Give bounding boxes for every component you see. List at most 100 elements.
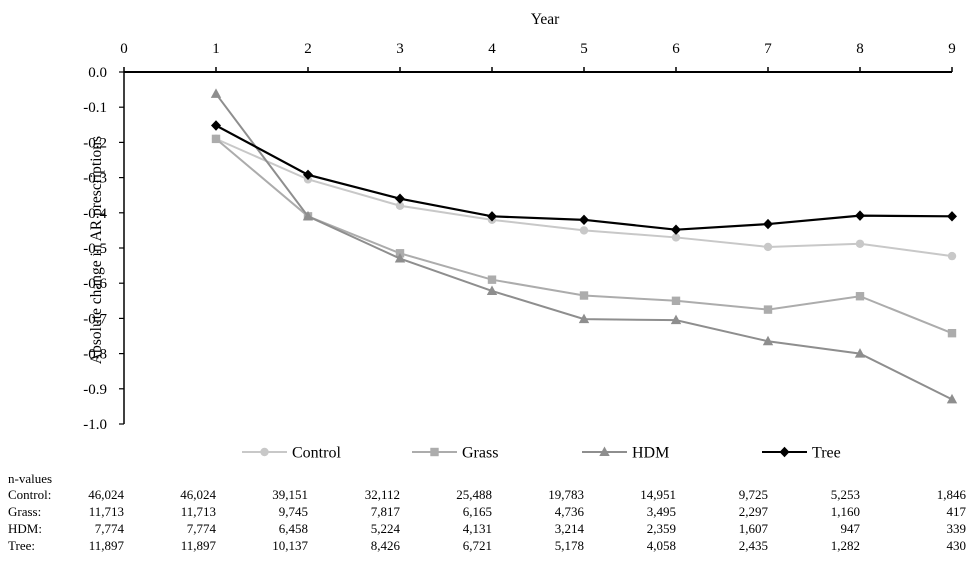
series-hdm	[210, 88, 958, 404]
x-tick-label: 6	[672, 41, 680, 57]
n-values-row-label: HDM:	[8, 521, 42, 536]
series-layer	[210, 88, 958, 404]
data-point-tree	[855, 210, 865, 221]
series-control	[211, 134, 957, 261]
data-point-hdm	[302, 210, 314, 221]
data-point-hdm	[486, 285, 498, 295]
data-point-grass	[211, 134, 221, 144]
x-tick-label: 0	[120, 41, 128, 57]
legend-label: Control	[292, 445, 341, 462]
x-axis-ticks: 0 1 2 3 4 5 6 7 8 9	[120, 41, 956, 72]
n-values-row-label: Tree:	[8, 538, 35, 553]
data-point-hdm	[762, 335, 774, 346]
n-value-cell: 46,024	[180, 487, 216, 502]
legend-label: Grass	[462, 445, 498, 462]
n-value-cell: 14,951	[640, 487, 676, 502]
y-axis-ticks: 0.0 -0.1 -0.2 -0.3 -0.4 -0.5 -0.6 -0.7 -0.8 -0.9 -…	[83, 65, 124, 433]
y-tick-label: -0.3	[83, 171, 107, 187]
n-value-cell: 6,721	[462, 538, 492, 553]
n-value-cell: 1,282	[830, 538, 860, 553]
n-values-table: n-values Control: 46,024 46,024 39,151 32,11…	[0, 471, 974, 571]
legend-item-control: Control	[242, 445, 341, 462]
legend-swatch-marker	[260, 447, 269, 457]
data-point-control	[671, 233, 681, 242]
x-tick-label: 2	[304, 41, 312, 57]
data-point-grass	[487, 275, 497, 284]
data-point-hdm	[394, 253, 406, 263]
n-value-cell: 5,178	[554, 538, 584, 553]
y-tick-label: -0.9	[83, 382, 107, 398]
n-value-cell: 3,214	[554, 521, 584, 536]
n-value-cell: 11,897	[180, 538, 216, 553]
x-axis-title: Year	[531, 11, 560, 28]
n-values-row-label: Control:	[8, 487, 52, 502]
data-point-control	[763, 242, 773, 252]
n-value-cell: 39,151	[272, 487, 308, 502]
legend-swatch-marker	[779, 446, 790, 458]
legend-label: Tree	[812, 445, 841, 462]
n-value-cell: 7,817	[370, 504, 400, 519]
series-line-control	[215, 137, 953, 258]
n-value-cell: 339	[946, 521, 967, 536]
n-value-cell: 6,458	[278, 521, 308, 536]
data-point-hdm	[854, 348, 866, 358]
x-tick-label: 9	[948, 41, 956, 57]
data-point-grass	[763, 305, 773, 314]
n-value-cell: 8,426	[370, 538, 400, 553]
n-value-cell: 46,024	[88, 487, 124, 502]
series-grass	[211, 134, 957, 338]
y-tick-label: 0.0	[88, 65, 107, 81]
n-value-cell: 1,846	[936, 487, 966, 502]
data-point-grass	[671, 296, 681, 305]
data-point-tree	[303, 169, 313, 180]
n-value-cell: 7,774	[94, 521, 124, 536]
x-tick-label: 4	[488, 41, 496, 57]
line-chart: Year Absolute change in AR prescriptions…	[83, 11, 958, 462]
n-value-cell: 19,783	[548, 487, 584, 502]
y-tick-label: -1.0	[83, 417, 107, 433]
series-tree	[211, 120, 957, 235]
legend-item-grass: Grass	[412, 445, 498, 462]
data-point-tree	[579, 214, 589, 226]
y-tick-label: -0.5	[83, 241, 107, 257]
data-point-tree	[487, 211, 497, 222]
n-values-row-label: Grass:	[8, 504, 42, 519]
n-value-cell: 5,224	[370, 521, 400, 536]
data-point-hdm	[578, 313, 590, 324]
series-line-grass	[215, 138, 953, 335]
data-point-grass	[947, 328, 957, 338]
legend-swatch-marker	[430, 447, 439, 457]
data-point-control	[395, 201, 405, 210]
n-value-cell: 9,725	[738, 487, 768, 502]
n-value-cell: 2,297	[738, 504, 768, 519]
y-tick-label: -0.4	[83, 206, 107, 222]
data-point-tree	[947, 211, 957, 222]
n-value-cell: 3,495	[646, 504, 676, 519]
data-point-hdm	[946, 393, 958, 404]
data-point-grass	[855, 292, 865, 301]
data-point-grass	[579, 291, 589, 300]
n-value-cell: 4,058	[646, 538, 676, 553]
y-axis-title: Absolute change in AR prescriptions	[88, 136, 105, 364]
legend-swatch-marker	[599, 446, 610, 456]
n-value-cell: 11,713	[180, 504, 216, 519]
legend-label: HDM	[632, 445, 669, 462]
n-value-cell: 32,112	[364, 487, 400, 502]
n-value-cell: 10,137	[272, 538, 308, 553]
data-point-tree	[671, 224, 681, 235]
n-value-cell: 4,131	[462, 521, 492, 536]
y-tick-label: -0.2	[83, 135, 107, 151]
data-point-tree	[763, 218, 773, 230]
n-values-title: n-values	[8, 471, 53, 486]
data-point-control	[855, 239, 865, 248]
n-value-cell: 947	[840, 521, 861, 536]
n-value-cell: 5,253	[830, 487, 860, 502]
n-value-cell: 7,774	[186, 521, 216, 536]
n-value-cell: 430	[946, 538, 967, 553]
data-point-control	[947, 251, 957, 261]
series-line-tree	[215, 124, 953, 231]
legend-item-tree: Tree	[762, 445, 841, 462]
x-tick-label: 1	[212, 41, 220, 57]
y-tick-label: -0.8	[83, 347, 107, 363]
n-value-cell: 6,165	[462, 504, 492, 519]
